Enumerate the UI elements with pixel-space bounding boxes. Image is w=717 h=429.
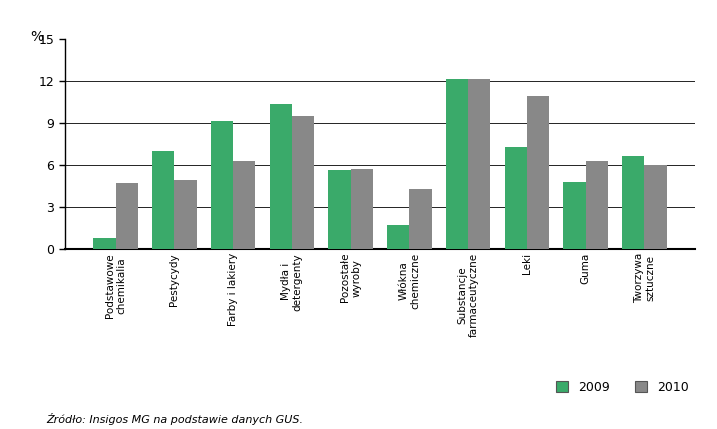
Text: %: % xyxy=(30,30,43,44)
Bar xyxy=(292,116,314,249)
Bar xyxy=(409,189,432,249)
Bar xyxy=(527,96,549,249)
Text: Źródło: Insigos MG na podstawie danych GUS.: Źródło: Insigos MG na podstawie danych G… xyxy=(47,413,303,425)
Bar xyxy=(233,160,255,249)
Bar xyxy=(446,79,468,249)
Legend: 2009, 2010: 2009, 2010 xyxy=(556,381,689,394)
Bar xyxy=(468,79,490,249)
Bar xyxy=(586,160,608,249)
Bar xyxy=(328,170,351,249)
Bar xyxy=(270,105,292,249)
Bar xyxy=(93,238,115,249)
Bar xyxy=(645,165,667,249)
Bar xyxy=(351,169,373,249)
Bar xyxy=(387,225,409,249)
Bar xyxy=(152,151,174,249)
Bar xyxy=(211,121,233,249)
Bar xyxy=(564,181,586,249)
Bar xyxy=(115,183,138,249)
Bar xyxy=(505,147,527,249)
Bar xyxy=(622,156,645,249)
Bar xyxy=(174,180,196,249)
